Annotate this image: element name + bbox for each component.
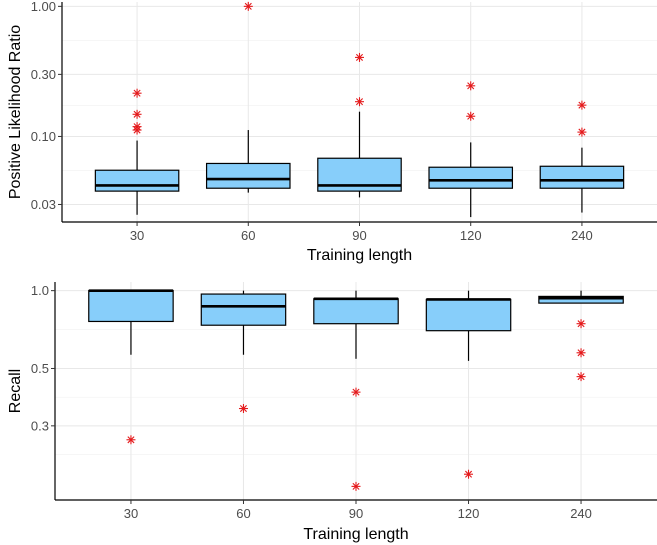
x-tick-label: 120 — [460, 228, 482, 243]
y-axis-title: Recall — [7, 369, 24, 413]
outlier-point — [126, 435, 136, 445]
outlier-point — [577, 100, 587, 110]
box-60 — [205, 1, 291, 193]
outlier-point — [464, 469, 474, 479]
outlier-point — [351, 481, 361, 491]
panel-recall: 0.3 0.5 1.0 30 60 90 120 240 Training length Reca… — [7, 282, 657, 543]
box-90 — [313, 290, 399, 491]
box-iqr — [538, 295, 624, 304]
box-90 — [317, 52, 402, 198]
y-tick-label: 0.3 — [31, 418, 49, 433]
outlier-point — [355, 52, 364, 62]
outlier-point — [238, 404, 248, 414]
outlier-point — [576, 372, 586, 382]
box-120 — [428, 81, 514, 218]
x-tick-label: 120 — [458, 506, 480, 521]
outlier-point — [243, 1, 253, 11]
y-tick-label: 0.30 — [31, 67, 56, 82]
y-tick-label: 1.0 — [31, 283, 49, 298]
outlier-point — [355, 97, 364, 107]
x-tick-label: 240 — [571, 228, 593, 243]
outlier-point — [576, 319, 586, 329]
box-30 — [94, 88, 180, 215]
box-iqr — [539, 165, 625, 189]
x-axis-title: Training length — [307, 247, 412, 264]
y-axis-title: Positive Likelihood Ratio — [7, 25, 24, 199]
box-iqr — [94, 169, 180, 192]
x-tick-label: 60 — [241, 228, 255, 243]
panel-positive-likelihood-ratio: 0.03 0.10 0.30 1.00 30 60 90 120 240 Training len… — [7, 0, 657, 264]
box-iqr — [425, 298, 512, 332]
outlier-point — [132, 122, 142, 132]
y-tick-label: 0.5 — [31, 361, 49, 376]
box-60 — [200, 290, 287, 414]
outlier-point — [577, 127, 587, 137]
box-iqr — [428, 166, 514, 189]
box-iqr — [205, 162, 291, 189]
x-tick-label: 240 — [570, 506, 592, 521]
box-iqr — [200, 293, 287, 326]
box-240 — [539, 100, 625, 213]
x-tick-label: 90 — [352, 228, 366, 243]
x-tick-label: 60 — [236, 506, 250, 521]
x-tick-label: 90 — [349, 506, 363, 521]
outlier-point — [132, 109, 142, 119]
outlier-point — [132, 88, 142, 98]
y-tick-label: 1.00 — [31, 0, 56, 14]
box-120 — [425, 290, 512, 479]
outlier-point — [351, 387, 361, 397]
box-30 — [88, 289, 174, 445]
x-tick-label: 30 — [124, 506, 138, 521]
box-240 — [538, 290, 624, 382]
x-tick-label: 30 — [130, 228, 144, 243]
outlier-point — [466, 111, 476, 121]
box-iqr — [313, 298, 399, 325]
outlier-point — [576, 348, 586, 358]
outlier-point — [466, 81, 476, 91]
box-iqr — [88, 290, 174, 323]
y-tick-label: 0.10 — [31, 129, 56, 144]
x-axis-title: Training length — [303, 526, 408, 543]
y-tick-label: 0.03 — [31, 197, 56, 212]
